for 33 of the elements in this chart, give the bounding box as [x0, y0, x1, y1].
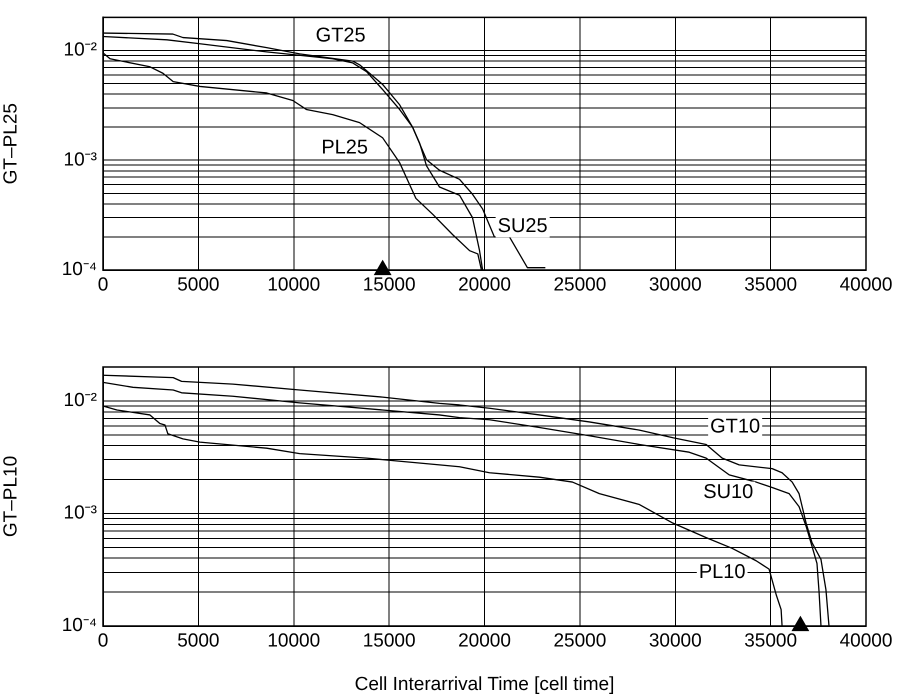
y-axis-title: GT–PL10: [0, 456, 22, 538]
x-tick-label: 30000: [648, 274, 702, 296]
y-tick-label: 10⁻²: [64, 40, 97, 61]
x-tick-label: 15000: [362, 630, 416, 652]
x-axis-title: Cell Interarrival Time [cell time]: [354, 674, 614, 695]
x-tick-label: 5000: [177, 274, 220, 296]
x-tick-label: 40000: [840, 274, 892, 296]
x-tick-label: 25000: [553, 274, 606, 296]
x-tick-label: 0: [98, 274, 108, 296]
x-tick-label: 5000: [177, 630, 220, 652]
series-label: GT10: [710, 416, 760, 438]
x-tick-label: 20000: [458, 630, 511, 652]
series-label: SU25: [498, 214, 548, 237]
x-tick-label: 10000: [267, 274, 320, 296]
x-tick-label: 20000: [458, 274, 511, 296]
y-tick-label: 10⁻⁴: [62, 259, 97, 280]
x-tick-label: 35000: [744, 274, 798, 296]
y-tick-label: 10⁻⁴: [62, 615, 97, 636]
x-tick-label: 15000: [362, 274, 416, 296]
series-label: GT25: [316, 24, 366, 46]
x-tick-label: 30000: [648, 630, 702, 652]
x-tick-label: 40000: [840, 630, 892, 652]
y-tick-label: 10⁻³: [64, 149, 97, 170]
x-tick-label: 25000: [553, 630, 606, 652]
series-label: PL25: [321, 136, 368, 159]
series-label: PL10: [698, 560, 746, 583]
y-tick-label: 10⁻²: [64, 390, 97, 412]
x-tick-label: 35000: [744, 630, 798, 652]
x-tick-label: 0: [98, 630, 108, 652]
y-axis-title: GT–PL25: [0, 103, 22, 184]
series-label: SU10: [703, 481, 754, 504]
y-tick-label: 10⁻³: [64, 502, 97, 524]
x-tick-label: 10000: [267, 630, 320, 652]
